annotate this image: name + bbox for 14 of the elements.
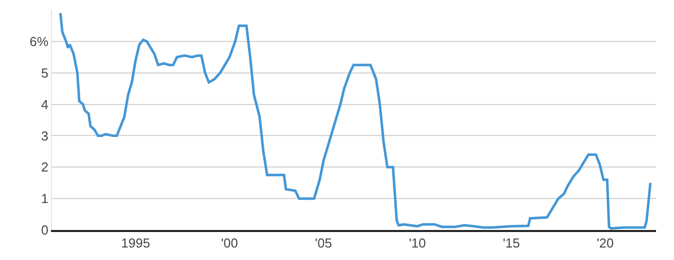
y-tick-label: 1 (41, 191, 48, 206)
y-tick-label: 5 (41, 65, 48, 80)
x-tick-label: '00 (221, 235, 238, 250)
y-tick-label: 3 (41, 128, 48, 144)
x-tick-label: 1995 (121, 235, 150, 250)
x-tick-label: '15 (502, 235, 520, 250)
y-tick-label: 4 (41, 96, 48, 112)
x-tick-label: '10 (408, 235, 426, 250)
x-tick-label: '05 (314, 235, 332, 250)
y-tick-label: 0 (41, 222, 48, 238)
x-tick-label: '20 (596, 235, 614, 250)
y-tick-label: 2 (41, 160, 48, 175)
y-tick-label: 6% (30, 34, 49, 49)
line-series (59, 12, 652, 230)
